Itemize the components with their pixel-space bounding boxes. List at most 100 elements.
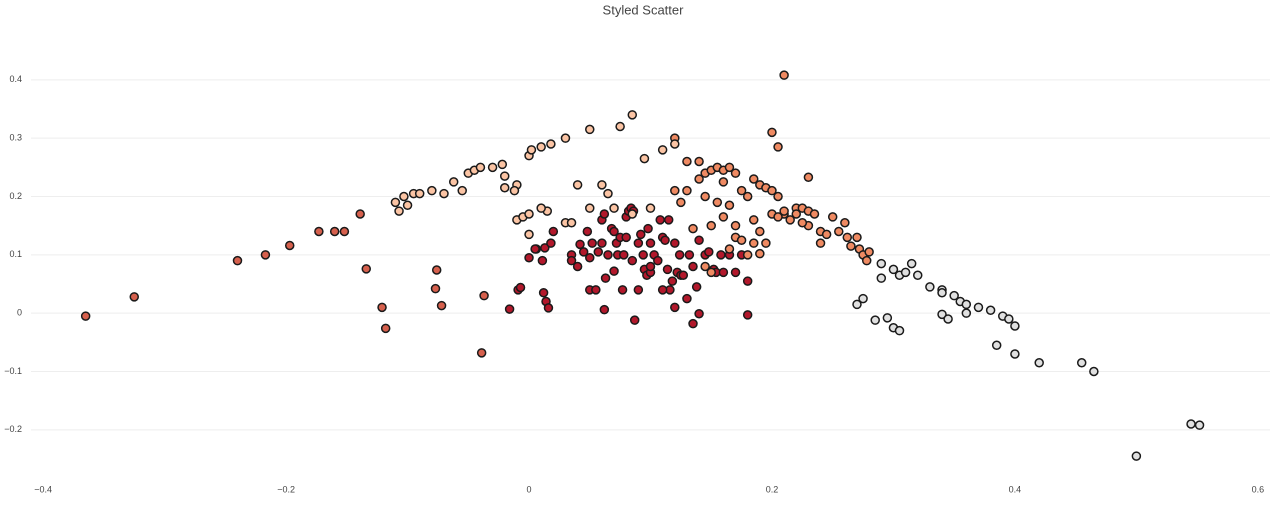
point xyxy=(724,244,735,254)
point xyxy=(499,171,510,181)
point xyxy=(943,314,953,324)
point xyxy=(615,121,625,132)
point xyxy=(599,209,610,219)
point xyxy=(682,293,692,304)
point xyxy=(619,250,629,260)
point xyxy=(670,139,680,149)
point xyxy=(712,197,723,208)
point xyxy=(749,238,759,248)
y-tick-label: 0.1 xyxy=(9,249,22,259)
point xyxy=(1076,358,1087,368)
point xyxy=(530,244,540,254)
point xyxy=(667,276,678,286)
point xyxy=(633,285,644,295)
point xyxy=(629,315,640,325)
point xyxy=(524,253,534,263)
point xyxy=(852,232,862,243)
point xyxy=(526,145,537,155)
point xyxy=(609,266,619,276)
point xyxy=(260,250,271,260)
point xyxy=(779,206,789,216)
point xyxy=(706,220,716,231)
point xyxy=(657,145,668,155)
point xyxy=(617,285,628,295)
point xyxy=(524,209,534,219)
point xyxy=(597,238,607,248)
point xyxy=(355,209,365,219)
point xyxy=(700,191,710,202)
point xyxy=(718,177,729,187)
x-tick-label: −0.4 xyxy=(34,484,52,494)
point xyxy=(736,185,747,196)
point xyxy=(509,185,520,196)
point xyxy=(515,282,526,293)
point xyxy=(718,267,729,278)
point xyxy=(834,226,844,237)
point xyxy=(937,309,947,320)
point xyxy=(882,313,893,323)
point xyxy=(638,250,648,260)
point xyxy=(894,325,905,336)
point xyxy=(688,318,698,329)
point xyxy=(1010,321,1020,331)
point xyxy=(961,308,972,318)
point xyxy=(394,206,404,216)
point xyxy=(476,348,487,358)
point xyxy=(704,247,714,257)
point xyxy=(414,188,425,199)
point xyxy=(742,310,753,320)
point xyxy=(572,261,583,272)
point xyxy=(1010,349,1020,359)
point xyxy=(546,238,556,248)
point xyxy=(749,215,759,225)
point xyxy=(448,177,459,187)
point xyxy=(694,156,704,167)
y-tick-label: −0.1 xyxy=(4,366,22,376)
point xyxy=(361,264,372,274)
point xyxy=(1004,314,1014,324)
point xyxy=(427,185,437,196)
point xyxy=(773,212,783,222)
point xyxy=(639,153,650,164)
point xyxy=(937,288,947,298)
point xyxy=(585,253,595,263)
point xyxy=(593,247,604,257)
point xyxy=(674,250,685,260)
point xyxy=(1089,366,1099,377)
point xyxy=(645,238,656,248)
point xyxy=(603,188,613,199)
point xyxy=(815,238,826,248)
point xyxy=(742,191,753,202)
point xyxy=(636,229,646,240)
point xyxy=(621,232,631,243)
point xyxy=(1131,451,1142,461)
point xyxy=(700,261,710,272)
x-tick-label: −0.2 xyxy=(277,484,295,494)
y-tick-label: 0.4 xyxy=(9,74,22,84)
point xyxy=(761,238,771,248)
point xyxy=(773,142,783,152)
point xyxy=(694,174,704,184)
point xyxy=(670,302,680,313)
point xyxy=(504,304,515,314)
point xyxy=(742,250,753,260)
point xyxy=(627,255,638,266)
point xyxy=(431,265,442,275)
point xyxy=(436,300,447,311)
x-tick-label: 0 xyxy=(527,484,532,494)
point xyxy=(627,110,638,120)
point xyxy=(809,209,820,219)
point xyxy=(560,133,571,143)
point xyxy=(633,238,644,248)
point xyxy=(380,323,391,334)
point xyxy=(655,215,665,225)
point xyxy=(609,203,619,213)
point xyxy=(663,215,674,225)
point xyxy=(755,248,765,259)
point xyxy=(457,185,467,196)
point xyxy=(566,218,577,228)
point xyxy=(543,303,554,313)
point xyxy=(670,238,680,248)
point xyxy=(694,235,704,245)
point xyxy=(479,290,489,301)
